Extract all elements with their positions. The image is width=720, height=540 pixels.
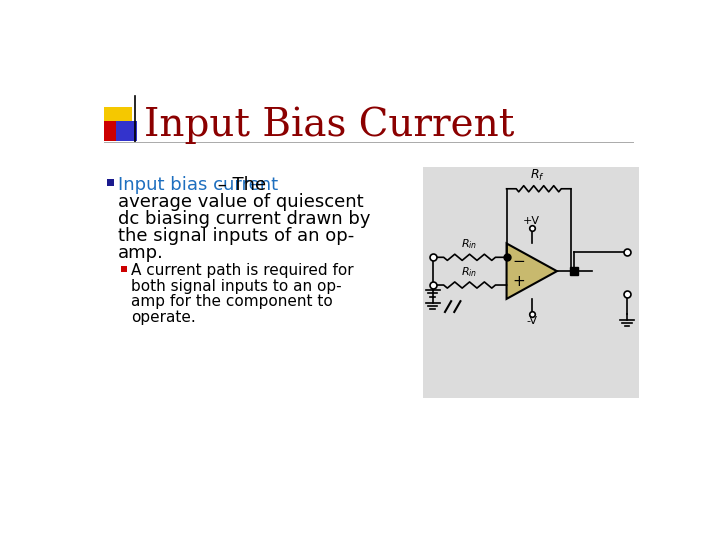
Bar [121, 266, 127, 272]
Polygon shape [507, 244, 557, 299]
Bar [104, 107, 132, 135]
Text: Input bias current: Input bias current [118, 177, 278, 194]
Text: −: − [512, 254, 525, 269]
Text: both signal inputs to an op-: both signal inputs to an op- [131, 279, 342, 294]
Text: $R_f$: $R_f$ [530, 167, 544, 183]
Text: amp.: amp. [118, 244, 163, 262]
Text: dc biasing current drawn by: dc biasing current drawn by [118, 211, 370, 228]
Text: Input Bias Current: Input Bias Current [144, 106, 515, 144]
Text: +V: +V [523, 217, 540, 226]
Text: average value of quiescent: average value of quiescent [118, 193, 364, 211]
Text: amp for the component to: amp for the component to [131, 294, 333, 309]
Text: operate.: operate. [131, 309, 196, 325]
Text: – The: – The [212, 177, 266, 194]
Text: $R_{in}$: $R_{in}$ [462, 238, 477, 251]
Text: the signal inputs of an op-: the signal inputs of an op- [118, 227, 354, 245]
Text: +: + [512, 274, 525, 289]
Text: $R_{in}$: $R_{in}$ [462, 265, 477, 279]
Bar [423, 167, 639, 398]
Text: -V: -V [526, 316, 537, 326]
Bar [107, 179, 114, 186]
Bar [117, 121, 137, 141]
Text: A current path is required for: A current path is required for [131, 264, 354, 279]
Bar [104, 121, 124, 141]
